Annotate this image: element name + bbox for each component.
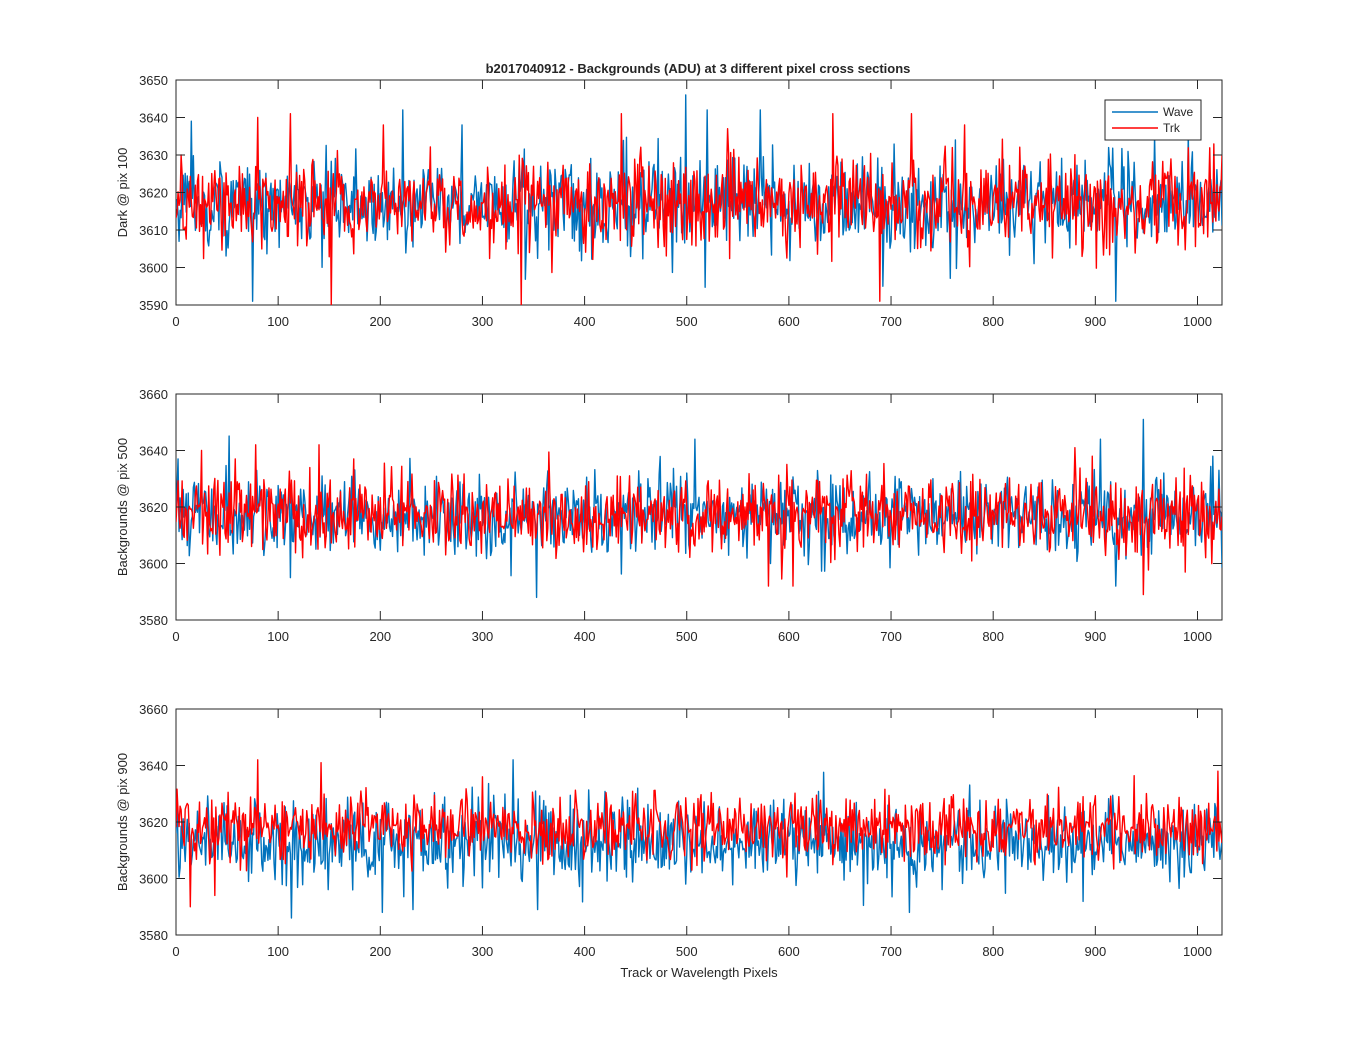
- y-tick-label: 3600: [139, 872, 168, 887]
- x-tick-label: 400: [574, 629, 596, 644]
- x-tick-label: 0: [172, 944, 179, 959]
- ticks-layer: 0 100 200 300 400 500 600 700 800 900 1000 3580 3600…: [139, 387, 1222, 644]
- x-tick-label: 800: [982, 944, 1004, 959]
- x-tick-label: 1000: [1183, 314, 1212, 329]
- ticks-layer: 0 100 200 300 400 500 600 700 800 900 1000 3590 3600…: [139, 73, 1222, 329]
- legend-label-wave: Wave: [1163, 105, 1194, 119]
- y-axis-label: Dark @ pix 100: [115, 148, 130, 238]
- x-tick-label: 100: [267, 314, 289, 329]
- y-tick-label: 3650: [139, 73, 168, 88]
- x-tick-label: 900: [1084, 629, 1106, 644]
- series-layer: [176, 94, 1222, 305]
- y-tick-label: 3620: [139, 186, 168, 201]
- x-tick-label: 800: [982, 629, 1004, 644]
- panel-dark-pix-100: 0 100 200 300 400 500 600 700 800 900 1000 3590 3600…: [115, 73, 1223, 329]
- y-tick-label: 3660: [139, 702, 168, 717]
- x-tick-label: 200: [369, 944, 391, 959]
- series-layer: [176, 759, 1222, 919]
- y-axis-label: Backgrounds @ pix 500: [115, 438, 130, 576]
- y-tick-label: 3630: [139, 148, 168, 163]
- y-tick-label: 3640: [139, 444, 168, 459]
- x-tick-label: 200: [369, 314, 391, 329]
- x-tick-label: 900: [1084, 944, 1106, 959]
- legend: Wave Trk: [1104, 99, 1202, 141]
- x-tick-label: 400: [574, 944, 596, 959]
- legend-label-trk: Trk: [1163, 121, 1181, 135]
- x-tick-label: 100: [267, 944, 289, 959]
- x-axis-label: Track or Wavelength Pixels: [620, 965, 778, 980]
- x-tick-label: 700: [880, 314, 902, 329]
- x-tick-label: 0: [172, 314, 179, 329]
- y-tick-label: 3640: [139, 111, 168, 126]
- y-tick-label: 3610: [139, 223, 168, 238]
- x-tick-label: 600: [778, 314, 800, 329]
- ticks-layer: 0 100 200 300 400 500 600 700 800 900 1000 3580 3600…: [139, 702, 1222, 959]
- series-layer: [176, 418, 1222, 599]
- x-tick-label: 500: [676, 629, 698, 644]
- x-tick-label: 500: [676, 944, 698, 959]
- x-tick-label: 300: [472, 314, 494, 329]
- panel-backgrounds-pix-900: 0 100 200 300 400 500 600 700 800 900 1000 3580 3600…: [115, 702, 1223, 959]
- series-line-trk: [176, 113, 1222, 305]
- x-tick-label: 200: [369, 629, 391, 644]
- y-tick-label: 3590: [139, 298, 168, 313]
- y-tick-label: 3620: [139, 815, 168, 830]
- x-tick-label: 1000: [1183, 944, 1212, 959]
- x-tick-label: 700: [880, 629, 902, 644]
- x-tick-label: 0: [172, 629, 179, 644]
- x-tick-label: 100: [267, 629, 289, 644]
- series-line-trk: [176, 759, 1222, 908]
- figure-title: b2017040912 - Backgrounds (ADU) at 3 dif…: [486, 61, 911, 76]
- x-tick-label: 600: [778, 629, 800, 644]
- x-tick-label: 300: [472, 944, 494, 959]
- y-tick-label: 3620: [139, 500, 168, 515]
- y-tick-label: 3600: [139, 557, 168, 572]
- y-tick-label: 3580: [139, 928, 168, 943]
- panel-backgrounds-pix-500: 0 100 200 300 400 500 600 700 800 900 1000 3580 3600…: [115, 387, 1223, 644]
- x-tick-label: 600: [778, 944, 800, 959]
- y-tick-label: 3660: [139, 387, 168, 402]
- x-tick-label: 500: [676, 314, 698, 329]
- x-tick-label: 400: [574, 314, 596, 329]
- x-tick-label: 1000: [1183, 629, 1212, 644]
- x-tick-label: 800: [982, 314, 1004, 329]
- x-tick-label: 700: [880, 944, 902, 959]
- x-tick-label: 300: [472, 629, 494, 644]
- y-tick-label: 3640: [139, 759, 168, 774]
- y-axis-label: Backgrounds @ pix 900: [115, 753, 130, 891]
- y-tick-label: 3580: [139, 613, 168, 628]
- series-line-trk: [176, 444, 1222, 596]
- x-tick-label: 900: [1084, 314, 1106, 329]
- legend-box: [1104, 99, 1202, 141]
- y-tick-label: 3600: [139, 261, 168, 276]
